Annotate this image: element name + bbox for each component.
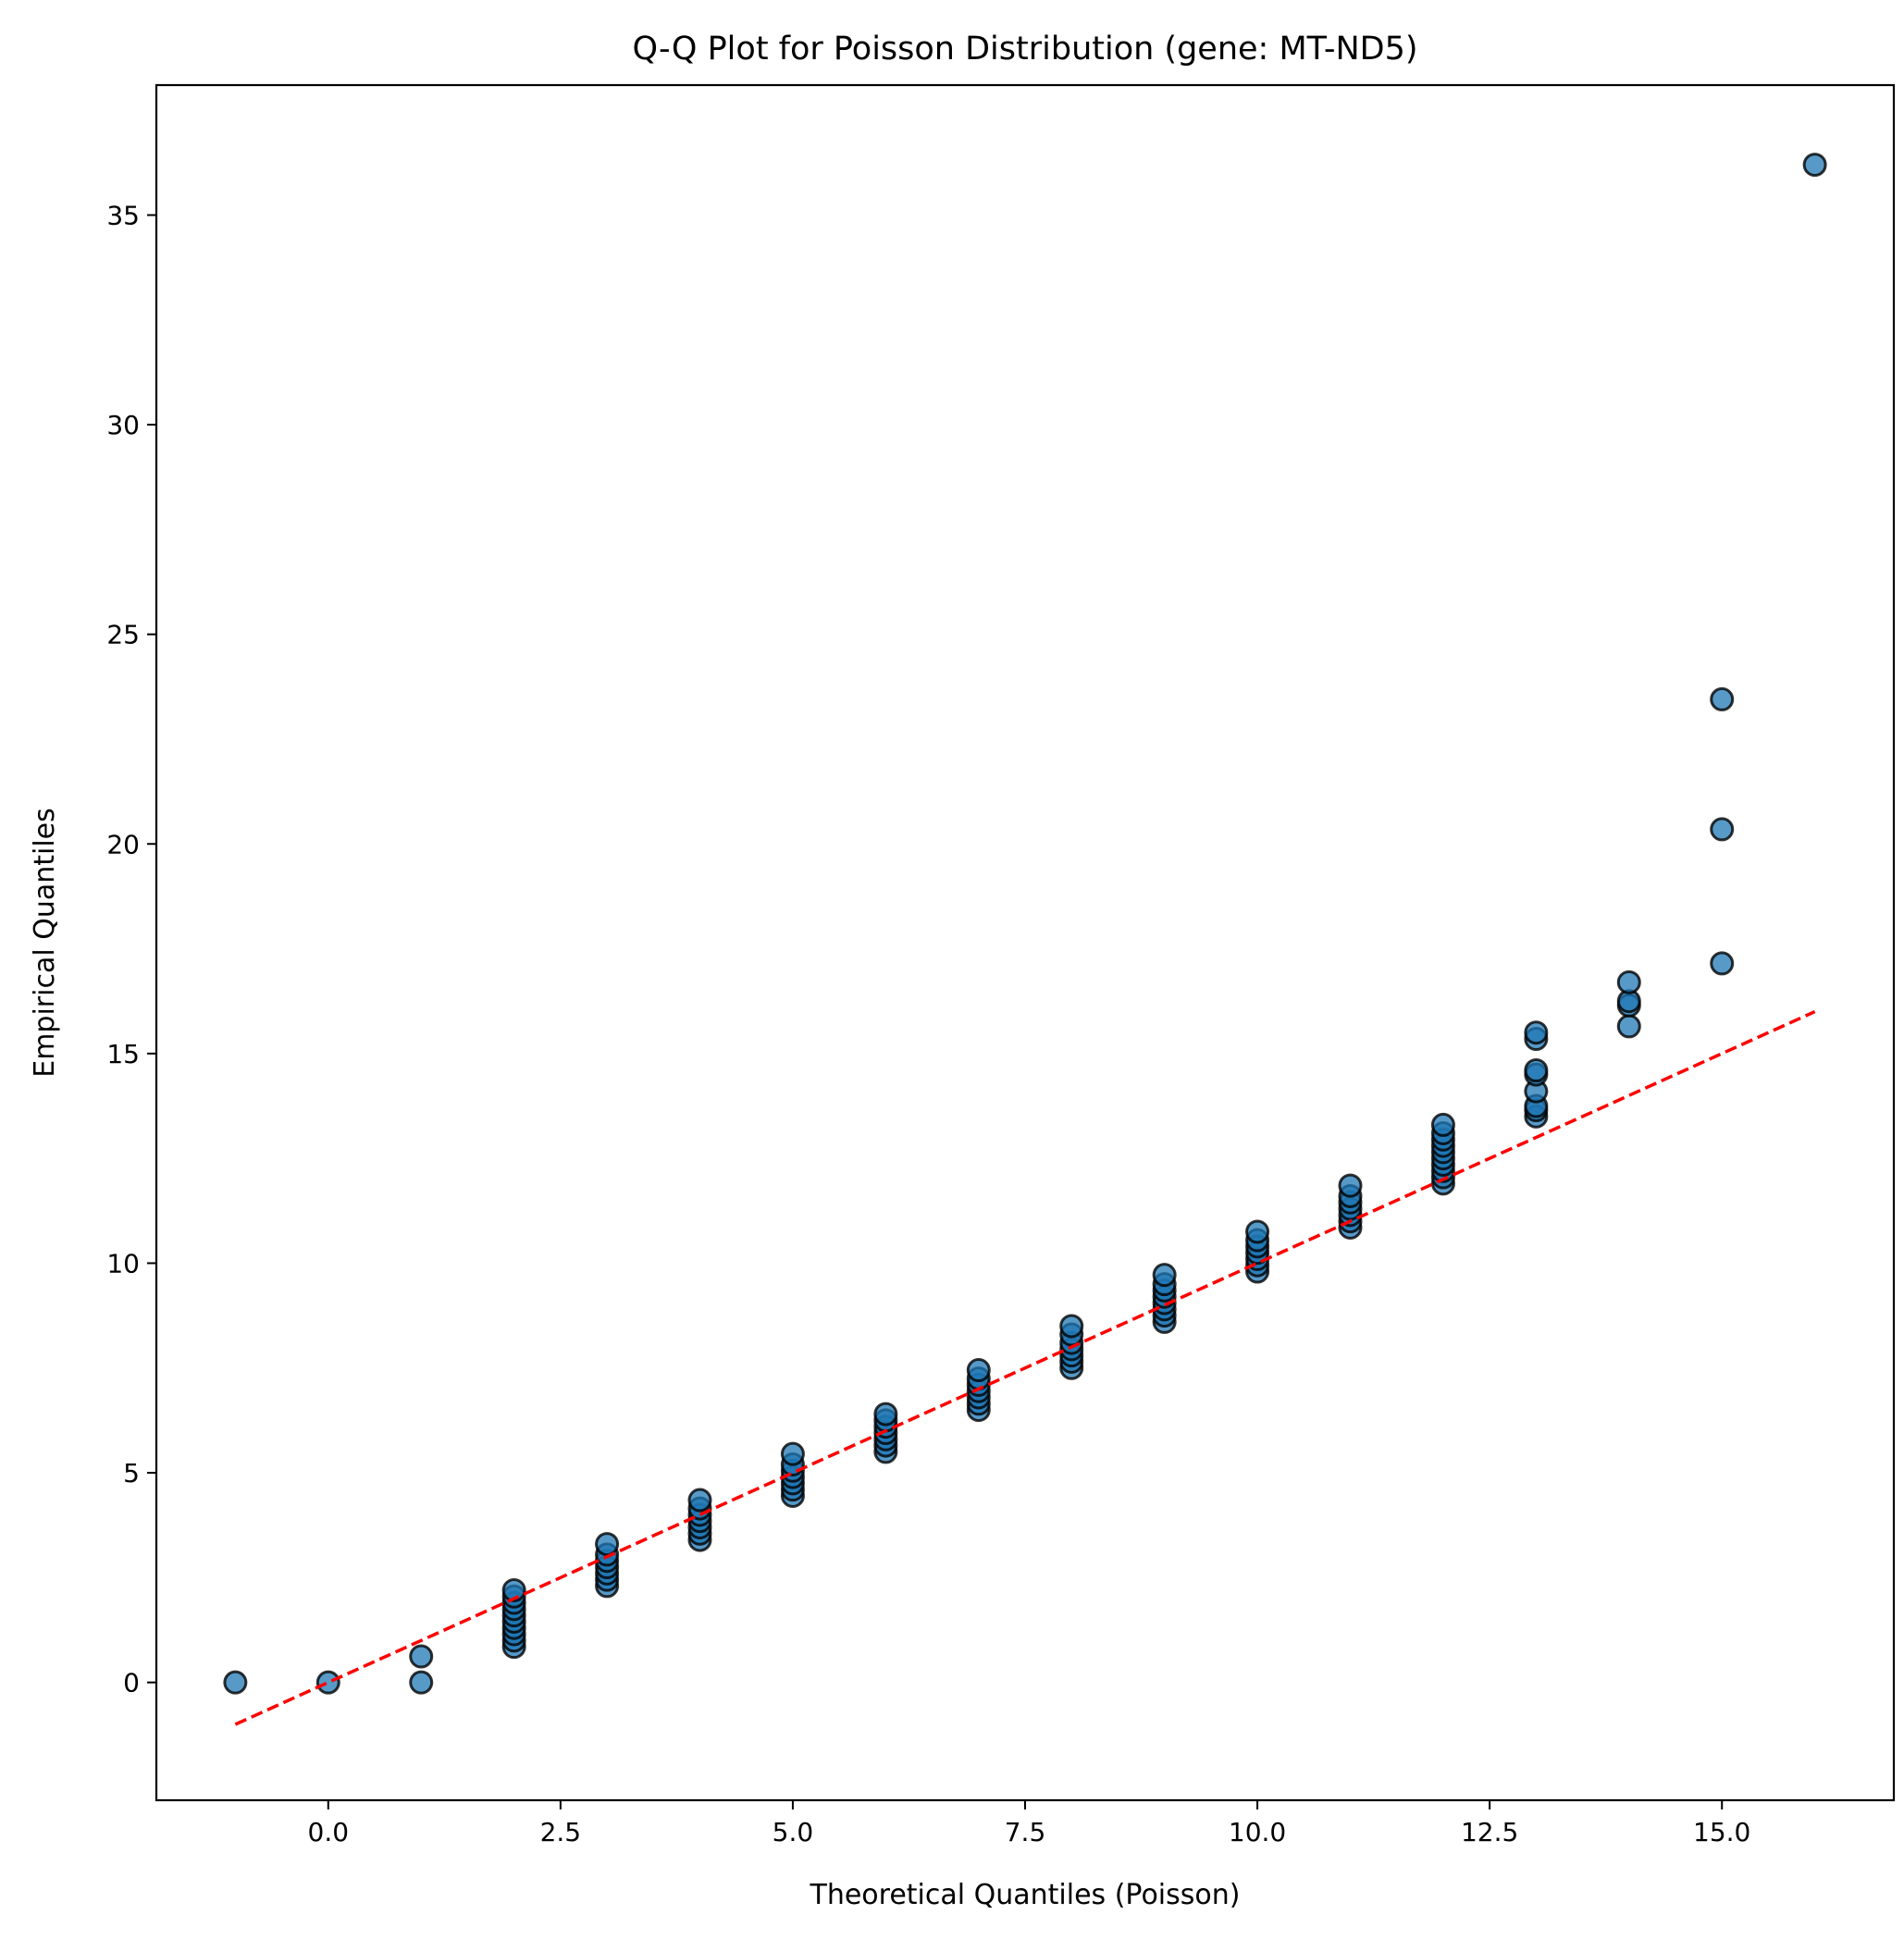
data-point [1616, 970, 1641, 994]
data-point [1802, 153, 1827, 178]
data-point [315, 1670, 340, 1695]
data-point [1710, 686, 1735, 711]
x-tick-label: 0.0 [308, 1817, 350, 1847]
data-point [409, 1670, 434, 1695]
chart-title: Q-Q Plot for Poisson Distribution (gene:… [632, 31, 1417, 68]
x-tick-label: 5.0 [773, 1817, 814, 1847]
data-point [595, 1532, 620, 1557]
y-tick-label: 10 [106, 1248, 140, 1278]
y-tick-label: 25 [106, 620, 140, 650]
y-tick-label: 15 [106, 1039, 140, 1069]
x-tick-label: 15.0 [1693, 1817, 1750, 1847]
x-tick-label: 10.0 [1229, 1817, 1286, 1847]
y-axis-ticks: 0 5 10 15 20 25 30 35 [106, 200, 156, 1698]
data-point [1524, 1020, 1549, 1045]
data-point [1710, 951, 1735, 976]
data-point [1524, 1057, 1549, 1082]
x-axis-ticks: 0.0 2.5 5.0 7.5 10.0 12.5 15.0 [308, 1800, 1750, 1847]
x-tick-label: 7.5 [1005, 1817, 1046, 1847]
y-tick-label: 0 [123, 1668, 140, 1698]
data-point [501, 1577, 526, 1602]
y-tick-label: 5 [123, 1458, 140, 1488]
data-point [1338, 1173, 1363, 1198]
reference-line-group [234, 1009, 1816, 1726]
data-point [1710, 817, 1735, 842]
data-point [1430, 1112, 1455, 1137]
data-point [1059, 1314, 1084, 1339]
data-point [780, 1441, 805, 1466]
data-point [966, 1358, 991, 1383]
y-tick-label: 30 [106, 410, 140, 440]
y-tick-label: 35 [106, 200, 140, 230]
x-tick-label: 12.5 [1461, 1817, 1518, 1847]
data-point [1152, 1263, 1177, 1288]
data-points [223, 153, 1827, 1695]
reference-line [234, 1009, 1816, 1726]
y-tick-label: 20 [106, 829, 140, 859]
data-point [409, 1644, 434, 1669]
data-point [873, 1402, 898, 1426]
y-axis-label: Empirical Quantiles [29, 808, 61, 1078]
x-tick-label: 2.5 [540, 1817, 582, 1847]
data-point [1245, 1219, 1270, 1244]
data-point [687, 1488, 712, 1513]
x-axis-label: Theoretical Quantiles (Poisson) [810, 1879, 1241, 1911]
data-point [1616, 1014, 1641, 1039]
data-point [223, 1670, 248, 1695]
